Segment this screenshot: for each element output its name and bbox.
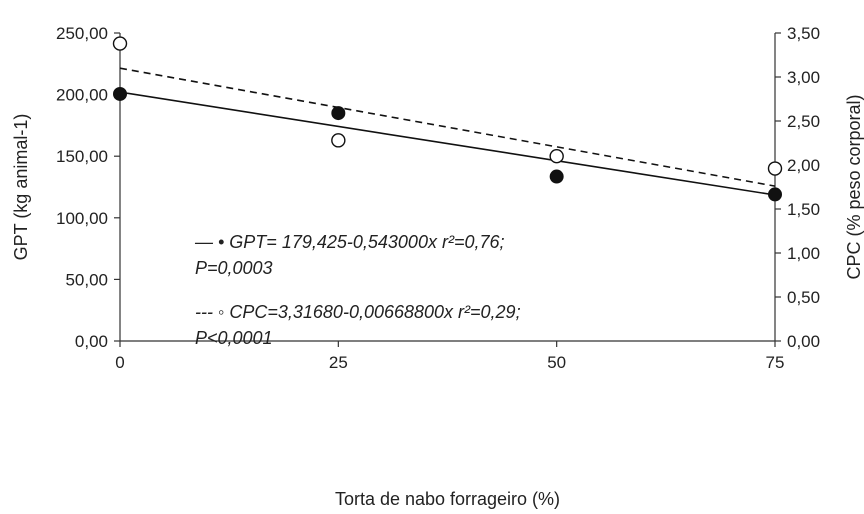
left-tick-label: 100,00 bbox=[56, 209, 108, 228]
right-tick-label: 1,00 bbox=[787, 244, 820, 263]
cpc-point bbox=[112, 36, 128, 51]
right-tick-label: 3,50 bbox=[787, 24, 820, 43]
left-tick-label: 50,00 bbox=[65, 270, 108, 289]
trendlines bbox=[119, 67, 776, 196]
gpt-equation-line1: — • GPT= 179,425-0,543000x r²=0,76; bbox=[194, 232, 505, 252]
x-axis-ticks: 0 25 50 75 bbox=[115, 341, 784, 372]
cpc-point bbox=[549, 148, 564, 164]
x-axis-title: Torta de nabo forrageiro (%) bbox=[335, 489, 560, 509]
gpt-equation-line2: P=0,0003 bbox=[195, 258, 273, 278]
gpt-trendline bbox=[119, 91, 776, 196]
cpc-equation-line1: --- ◦ CPC=3,31680-0,00668800x r²=0,29; bbox=[195, 302, 521, 322]
x-tick-label: 75 bbox=[766, 353, 785, 372]
right-tick-label: 2,00 bbox=[787, 156, 820, 175]
x-tick-label: 0 bbox=[115, 353, 124, 372]
gpt-point bbox=[331, 106, 346, 121]
x-tick-label: 25 bbox=[329, 353, 348, 372]
gpt-point bbox=[768, 187, 782, 202]
left-axis-title: GPT (kg animal-1) bbox=[11, 114, 31, 261]
right-axis-title: CPC (% peso corporal) bbox=[844, 94, 864, 279]
data-points bbox=[112, 36, 783, 202]
cpc-point bbox=[331, 133, 346, 148]
right-tick-label: 2,50 bbox=[787, 112, 820, 131]
cpc-equation-line2: P<0,0001 bbox=[195, 328, 273, 348]
gpt-point bbox=[549, 169, 564, 184]
left-axis-ticks: 0,00 50,00 100,00 150,00 200,00 250,00 bbox=[56, 24, 120, 351]
right-tick-label: 0,00 bbox=[787, 332, 820, 351]
cpc-trendline bbox=[119, 67, 776, 187]
left-tick-label: 0,00 bbox=[75, 332, 108, 351]
left-tick-label: 150,00 bbox=[56, 147, 108, 166]
right-tick-label: 3,00 bbox=[787, 68, 820, 87]
right-tick-label: 0,50 bbox=[787, 288, 820, 307]
right-tick-label: 1,50 bbox=[787, 200, 820, 219]
x-tick-label: 50 bbox=[547, 353, 566, 372]
left-tick-label: 250,00 bbox=[56, 24, 108, 43]
gpt-point bbox=[113, 86, 127, 101]
left-tick-label: 200,00 bbox=[56, 86, 108, 105]
cpc-point bbox=[767, 161, 783, 176]
right-axis-ticks: 0,00 0,50 1,00 1,50 2,00 2,50 3,00 3,50 bbox=[775, 24, 820, 351]
